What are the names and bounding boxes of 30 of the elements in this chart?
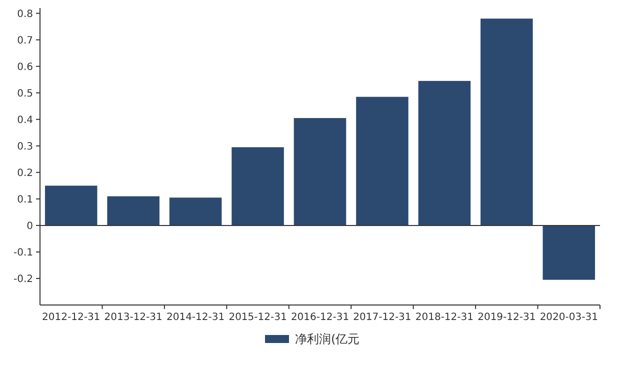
bar (418, 80, 471, 226)
y-tick-label: 0.8 (17, 8, 33, 20)
x-tick-label: 2012-12-31 (42, 312, 100, 323)
x-tick-label: 2013-12-31 (104, 312, 162, 323)
y-tick-label: 0.5 (17, 88, 33, 100)
bar (232, 147, 284, 226)
y-tick-label: 0.1 (17, 194, 33, 206)
bar (356, 96, 408, 226)
y-tick-label: 0.7 (17, 35, 33, 46)
bar (294, 118, 346, 226)
x-tick-label: 2018-12-31 (415, 312, 474, 323)
bar (480, 18, 533, 226)
y-tick-label: 0 (26, 220, 33, 232)
bar (107, 196, 160, 226)
bar (542, 225, 596, 280)
legend-label: 净利润(亿元 (295, 332, 360, 346)
y-tick-label: -0.2 (13, 274, 33, 285)
y-tick-label: 0.6 (17, 62, 33, 73)
bar (169, 198, 222, 226)
x-tick-label: 2017-12-31 (353, 312, 412, 323)
x-tick-label: 2014-12-31 (166, 312, 225, 323)
y-tick-label: 0.4 (17, 114, 33, 126)
bar (44, 186, 98, 226)
y-tick-label: 0.2 (17, 168, 33, 179)
y-tick-label: -0.1 (13, 247, 33, 258)
x-tick-label: 2016-12-31 (290, 312, 350, 323)
y-tick-label: 0.3 (17, 141, 33, 152)
x-tick-label: 2020-03-31 (540, 312, 598, 323)
x-tick-label: 2015-12-31 (228, 312, 287, 323)
x-tick-label: 2019-12-31 (478, 312, 536, 323)
